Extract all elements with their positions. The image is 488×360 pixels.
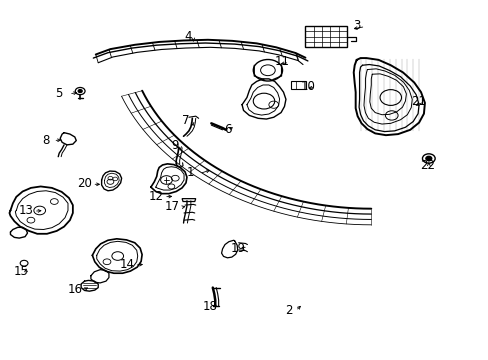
Text: 22: 22 bbox=[419, 159, 434, 172]
Text: 17: 17 bbox=[164, 201, 180, 213]
Circle shape bbox=[78, 90, 82, 93]
Text: 12: 12 bbox=[148, 190, 163, 203]
Text: 9: 9 bbox=[171, 139, 178, 152]
Text: 21: 21 bbox=[411, 95, 426, 108]
Text: 3: 3 bbox=[352, 19, 360, 32]
Text: 14: 14 bbox=[120, 258, 135, 271]
Circle shape bbox=[425, 156, 431, 161]
Text: 10: 10 bbox=[300, 80, 315, 93]
Text: 7: 7 bbox=[182, 114, 189, 127]
Text: 16: 16 bbox=[67, 283, 82, 296]
Text: 11: 11 bbox=[274, 55, 289, 68]
Text: 6: 6 bbox=[223, 123, 231, 136]
Text: 19: 19 bbox=[231, 242, 245, 255]
Text: 15: 15 bbox=[14, 265, 29, 278]
Polygon shape bbox=[305, 26, 346, 47]
Text: 18: 18 bbox=[203, 300, 217, 313]
Text: 20: 20 bbox=[78, 177, 92, 190]
Polygon shape bbox=[290, 81, 306, 89]
Text: 4: 4 bbox=[184, 30, 192, 43]
Text: 8: 8 bbox=[42, 134, 50, 147]
Text: 13: 13 bbox=[19, 204, 33, 217]
Text: 1: 1 bbox=[187, 166, 194, 179]
Text: 2: 2 bbox=[284, 305, 291, 318]
Text: 5: 5 bbox=[56, 87, 63, 100]
Polygon shape bbox=[182, 199, 195, 202]
